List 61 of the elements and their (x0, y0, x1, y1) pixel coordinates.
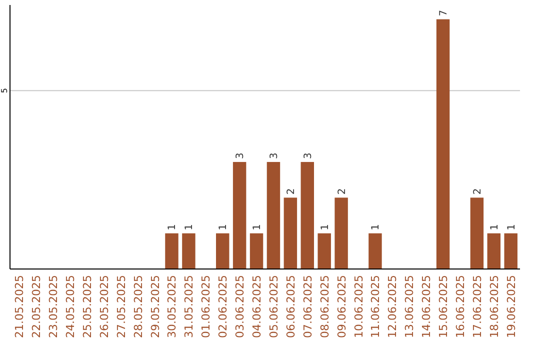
bar (165, 233, 178, 269)
data-label: 1 (489, 224, 500, 230)
data-label: 1 (184, 224, 196, 230)
data-label: 2 (472, 188, 484, 195)
x-tick-label: 04.06.2025 (250, 275, 264, 338)
x-tick-label: 29.05.2025 (148, 275, 162, 338)
bar (436, 19, 450, 269)
data-label: 1 (506, 224, 518, 230)
bar (266, 162, 280, 269)
x-tick-label: 24.05.2025 (64, 275, 78, 338)
bar (250, 233, 264, 269)
bar (216, 233, 230, 269)
data-label: 3 (302, 152, 314, 159)
x-tick-label: 30.05.2025 (166, 275, 179, 338)
y-tick-label: 5 (0, 88, 9, 94)
x-tick-label: 07.06.2025 (301, 275, 314, 338)
data-label: 3 (268, 152, 280, 159)
bar (284, 198, 298, 269)
x-tick-label: 08.06.2025 (318, 275, 332, 338)
x-tick-label: 02.06.2025 (216, 275, 230, 338)
x-tick-label: 13.06.2025 (403, 275, 416, 338)
x-tick-label: 26.05.2025 (98, 275, 111, 338)
x-tick-label: 23.05.2025 (47, 275, 60, 338)
bar (300, 162, 314, 269)
bar (182, 233, 196, 269)
x-tick-label: 18.06.2025 (488, 275, 501, 338)
x-tick-label: 12.06.2025 (386, 275, 400, 338)
data-label: 1 (218, 224, 230, 230)
bar (232, 162, 246, 269)
x-tick-label: 27.05.2025 (114, 275, 128, 338)
x-tick-label: 25.05.2025 (80, 275, 94, 338)
x-tick-label: 17.06.2025 (470, 275, 484, 338)
x-tick-label: 15.06.2025 (437, 275, 450, 338)
x-tick-label: 10.06.2025 (352, 275, 366, 338)
data-label: 7 (438, 10, 450, 16)
x-tick-label: 19.06.2025 (504, 275, 518, 338)
bar (368, 233, 382, 269)
x-tick-label: 03.06.2025 (234, 275, 247, 338)
data-label: 1 (252, 224, 264, 230)
data-label: 1 (370, 224, 382, 230)
bar (318, 233, 331, 269)
x-tick-label: 28.05.2025 (132, 275, 145, 338)
x-tick-label: 09.06.2025 (335, 275, 348, 338)
bar (470, 198, 484, 269)
data-label: 2 (336, 188, 348, 195)
bar (487, 233, 500, 269)
x-tick-label: 31.05.2025 (182, 275, 196, 338)
x-tick-label: 06.06.2025 (284, 275, 298, 338)
x-tick-label: 14.06.2025 (420, 275, 434, 338)
x-tick-label: 01.06.2025 (200, 275, 213, 338)
x-tick-label: 21.05.2025 (13, 275, 26, 338)
data-label: 1 (320, 224, 331, 230)
data-label: 1 (167, 224, 178, 230)
x-tick-label: 22.05.2025 (30, 275, 44, 338)
data-label: 3 (235, 152, 246, 159)
bar (334, 198, 348, 269)
x-tick-label: 16.06.2025 (454, 275, 467, 338)
bar (504, 233, 518, 269)
x-tick-label: 11.06.2025 (369, 275, 382, 338)
data-label: 2 (286, 188, 297, 195)
x-tick-label: 05.06.2025 (267, 275, 280, 338)
